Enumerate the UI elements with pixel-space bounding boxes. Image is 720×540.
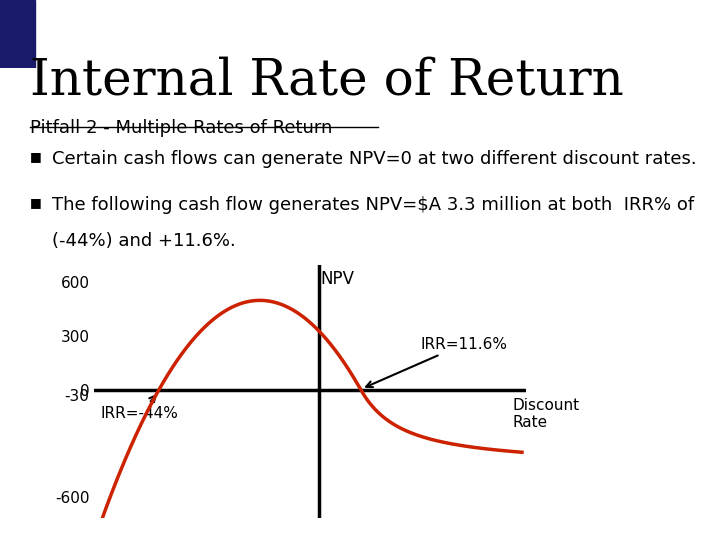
Bar xyxy=(0,0,35,68)
Text: (-44%) and +11.6%.: (-44%) and +11.6%. xyxy=(52,232,235,250)
Text: Pitfall 2 - Multiple Rates of Return: Pitfall 2 - Multiple Rates of Return xyxy=(30,119,333,137)
Text: ■: ■ xyxy=(30,150,42,163)
Text: IRR=-44%: IRR=-44% xyxy=(101,396,179,421)
Text: IRR=11.6%: IRR=11.6% xyxy=(366,336,508,387)
Text: ■: ■ xyxy=(30,195,42,208)
Text: Internal Rate of Return: Internal Rate of Return xyxy=(30,56,624,106)
Text: The following cash flow generates NPV=$A 3.3 million at both  IRR% of: The following cash flow generates NPV=$A… xyxy=(52,195,694,214)
Text: Certain cash flows can generate NPV=0 at two different discount rates.: Certain cash flows can generate NPV=0 at… xyxy=(52,150,696,168)
Text: NPV: NPV xyxy=(320,270,354,288)
Text: Discount
Rate: Discount Rate xyxy=(513,398,580,430)
